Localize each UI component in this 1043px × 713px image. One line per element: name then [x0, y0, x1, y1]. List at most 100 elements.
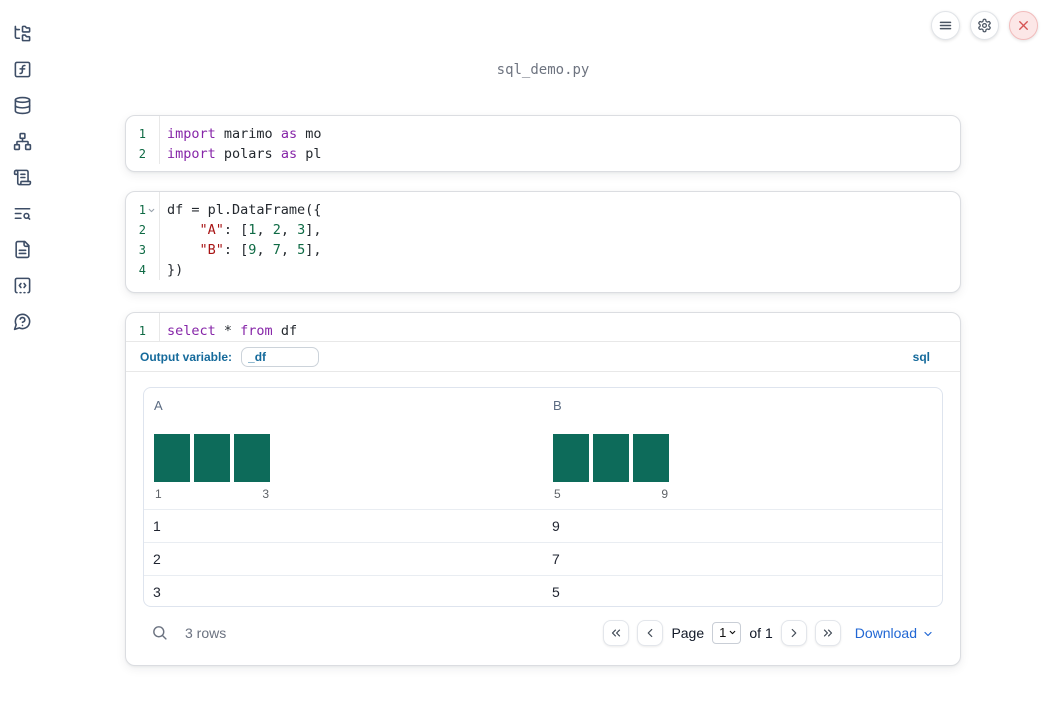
page-select-value: 1	[719, 625, 727, 640]
histogram-min-label: 1	[155, 487, 162, 501]
code-line: select * from df	[167, 321, 297, 341]
histogram-max-label: 9	[661, 487, 668, 501]
code-token: "B"	[199, 242, 224, 258]
line-number-gutter: 1	[126, 313, 160, 341]
code-snippet-square-icon[interactable]	[10, 273, 34, 297]
code-token: marimo	[215, 126, 281, 142]
line-number: 1	[138, 203, 146, 217]
table-header: A 1 3	[144, 388, 942, 509]
column-header-a: A 1 3	[144, 388, 543, 509]
histogram-bar	[154, 434, 190, 482]
output-variable-row: Output variable: sql	[126, 341, 960, 371]
table-footer: 3 rows Page 1 of 1	[126, 607, 960, 658]
column-name[interactable]: A	[154, 398, 163, 413]
next-page-icon[interactable]	[780, 619, 807, 646]
line-number: 1	[138, 324, 146, 338]
table-cell: 9	[552, 518, 560, 534]
code-token: ,	[280, 242, 298, 258]
code-token: from	[240, 323, 273, 339]
data-table: A 1 3	[143, 387, 943, 607]
code-token: : [	[223, 242, 249, 258]
table-row: 1 9	[144, 509, 942, 542]
line-number: 2	[138, 223, 146, 237]
shutdown-close-icon[interactable]	[1009, 11, 1038, 40]
code-token: "A"	[199, 222, 224, 238]
language-badge: sql	[912, 349, 930, 364]
menu-icon[interactable]	[931, 11, 960, 40]
histogram-bar	[194, 434, 230, 482]
notebook: sql_demo.py 1 2 import marimo as mo impo…	[125, 0, 961, 713]
line-number: 2	[138, 147, 146, 161]
prev-page-icon[interactable]	[637, 619, 664, 646]
code-token: ,	[256, 242, 273, 258]
output-variable-input[interactable]	[241, 346, 320, 367]
sidebar	[0, 21, 44, 333]
histogram-bar	[593, 434, 629, 482]
code-token: pl	[297, 146, 322, 162]
download-button[interactable]: Download	[855, 625, 934, 641]
code-token: ],	[305, 222, 322, 238]
file-tree-icon[interactable]	[10, 21, 34, 45]
dependency-graph-icon[interactable]	[10, 129, 34, 153]
histogram-bar	[234, 434, 270, 482]
line-number-gutter: 1 2	[126, 116, 160, 164]
page-label: Page	[671, 624, 705, 641]
chevron-down-icon	[924, 631, 932, 636]
table-cell: 7	[552, 551, 560, 567]
histogram-min-label: 5	[554, 487, 561, 501]
scroll-logs-icon[interactable]	[10, 165, 34, 189]
code-token: ,	[280, 222, 298, 238]
table-cell: 3	[153, 584, 161, 600]
text-search-icon[interactable]	[10, 201, 34, 225]
code-token: import	[167, 126, 216, 142]
row-count: 3 rows	[185, 624, 227, 641]
column-histogram: 1 3	[154, 434, 270, 501]
code-token: select	[167, 323, 216, 339]
database-icon[interactable]	[10, 93, 34, 117]
code-token: df	[272, 323, 298, 339]
code-token: 9	[248, 242, 257, 258]
page-of-label: of 1	[749, 624, 773, 641]
output-variable-label: Output variable:	[140, 349, 233, 364]
code-line: "A": [1, 2, 3],	[167, 220, 322, 240]
code-token: mo	[297, 126, 322, 142]
search-icon[interactable]	[151, 624, 168, 641]
help-question-bubble-icon[interactable]	[10, 309, 34, 333]
settings-gear-icon[interactable]	[970, 11, 999, 40]
code-editor[interactable]: 1 2 3 4 df = pl.DataFrame({ "A": [1, 2, …	[126, 192, 960, 280]
download-label: Download	[854, 624, 917, 641]
code-line: import marimo as mo	[167, 124, 321, 144]
page-select[interactable]: 1	[712, 621, 742, 644]
sql-editor[interactable]: 1 select * from df	[126, 313, 960, 341]
column-name[interactable]: B	[553, 398, 562, 413]
fold-chevron-icon[interactable]	[146, 200, 156, 220]
code-line: "B": [9, 7, 5],	[167, 240, 322, 260]
code-line: })	[167, 260, 322, 280]
code-token: 7	[272, 242, 281, 258]
code-token: })	[167, 262, 184, 278]
topbar-controls	[931, 11, 1038, 40]
table-cell: 1	[153, 518, 161, 534]
line-number: 3	[138, 243, 146, 257]
table-cell: 5	[552, 584, 560, 600]
code-token: ,	[256, 222, 273, 238]
document-note-icon[interactable]	[10, 237, 34, 261]
code-cell-dataframe[interactable]: 1 2 3 4 df = pl.DataFrame({ "A": [1, 2, …	[125, 191, 961, 293]
code-token: 5	[297, 242, 306, 258]
code-token: 3	[297, 222, 306, 238]
code-token: import	[167, 146, 216, 162]
first-page-icon[interactable]	[603, 619, 630, 646]
last-page-icon[interactable]	[814, 619, 841, 646]
code-token: : [	[223, 222, 249, 238]
code-editor[interactable]: 1 2 import marimo as mo import polars as…	[126, 116, 960, 164]
chevron-down-icon	[730, 630, 736, 635]
code-cell-imports[interactable]: 1 2 import marimo as mo import polars as…	[125, 115, 961, 172]
code-token: df = pl.DataFrame({	[167, 202, 322, 218]
column-header-b: B 5 9	[543, 388, 942, 509]
code-token	[167, 222, 200, 238]
histogram-max-label: 3	[262, 487, 269, 501]
function-square-icon[interactable]	[10, 57, 34, 81]
filename-title: sql_demo.py	[496, 62, 590, 78]
code-line: df = pl.DataFrame({	[167, 200, 322, 220]
sql-cell[interactable]: 1 select * from df Output variable: sql …	[125, 312, 961, 666]
